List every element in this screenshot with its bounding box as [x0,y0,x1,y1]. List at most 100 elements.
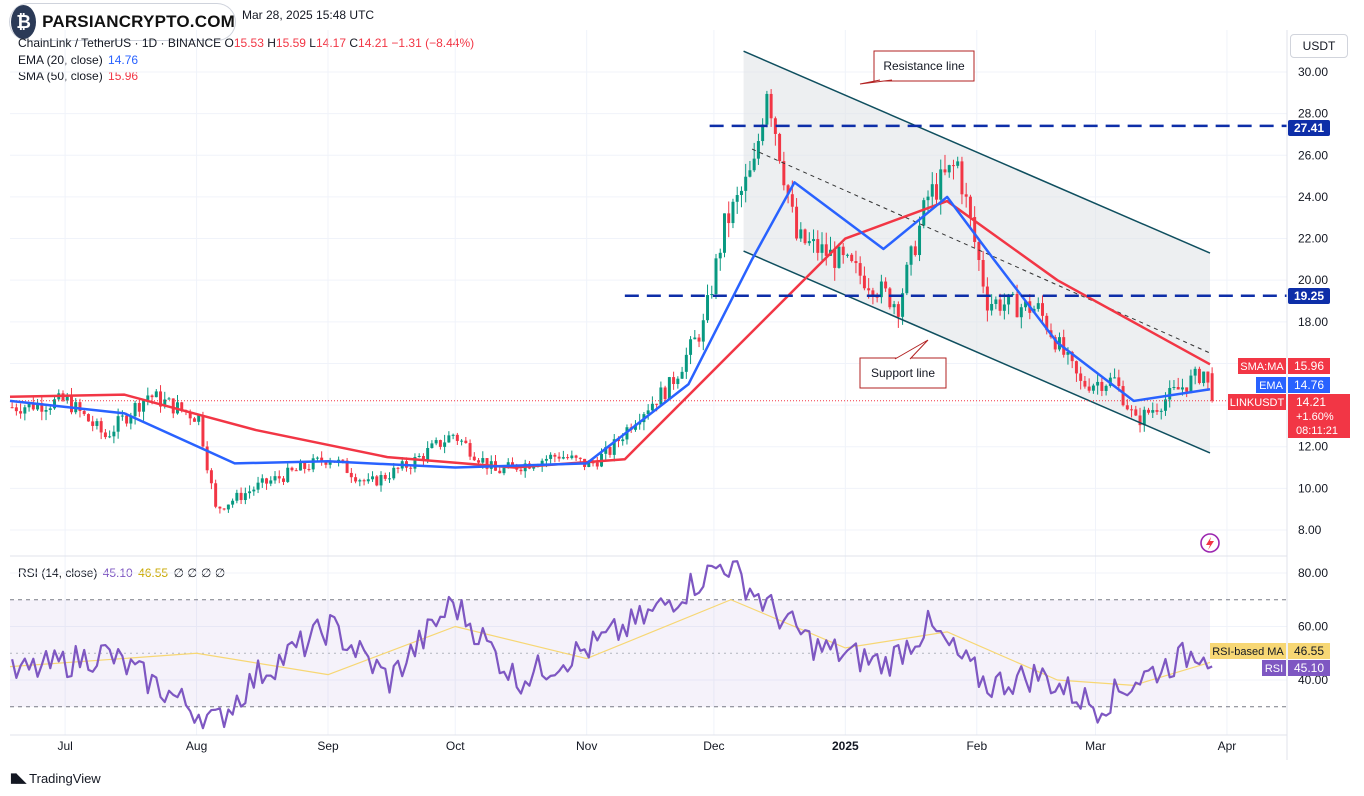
candle-body [434,440,438,444]
time-tick-label: Mar [1085,739,1106,753]
candle-body [888,288,892,308]
channel-midline [751,148,1211,354]
candle-body [977,241,981,261]
candle-body [120,415,124,417]
parsiancrypto-logo: ₿ PARSIANCRYPTO.COM [10,4,235,40]
tradingview-label: TradingView [29,770,101,786]
candle-body [587,462,591,467]
currency-button[interactable]: USDT [1290,34,1348,58]
candle-body [413,457,417,469]
candle-body [1125,405,1129,410]
rsi-lines [9,560,1287,730]
candle-body [1087,386,1091,391]
candle-body [1019,307,1023,318]
candle-body [884,281,888,289]
time-tick-label: Apr [1218,739,1237,753]
candle-body [438,440,442,447]
tradingview-brand[interactable]: ▮◣ TradingView [10,770,101,786]
time-tick-label: Feb [966,739,987,753]
candle-body [578,457,582,459]
sma50-line [9,199,1211,469]
candle-body [1074,361,1078,374]
candle-body [307,468,311,470]
candles [10,89,1214,514]
candle-body [710,294,714,296]
bitcoin-icon: ₿ [11,5,37,39]
ohlc-high-label: H [267,36,276,50]
price-tick-label: 10.00 [1298,481,1328,495]
time-tick-label: Dec [703,739,724,753]
ohlc-open-label: O [224,36,234,50]
price-tick-label: 24.00 [1298,190,1328,204]
candle-body [1159,410,1163,412]
candle-body [773,118,777,134]
candle-body [290,467,294,471]
price-tick-label: 22.00 [1298,232,1328,246]
candle-body [1185,387,1189,392]
candle-body [858,263,862,276]
ema-legend[interactable]: EMA (20, close) 14.76 [18,53,138,67]
candle-body [464,440,468,444]
support-callout: Support line [859,339,947,389]
candle-body [621,439,625,442]
candle-body [362,480,366,482]
candle-body [735,195,739,202]
candle-body [990,303,994,311]
candle-body [345,460,349,473]
candle-body [519,469,523,472]
candle-body [235,492,239,501]
resistance-line [743,50,1211,254]
ohlc-change: −1.31 (−8.44%) [391,36,475,50]
candle-body [1134,409,1138,416]
candle-body [303,462,307,469]
candle-body [171,398,175,414]
candle-body [485,458,489,469]
candle-body [845,254,849,256]
candle-body [947,165,951,173]
candle-body [650,403,654,411]
candle-body [298,462,302,471]
candle-body [1011,294,1015,296]
level-mid-badge: 19.25 [1288,288,1330,304]
resistance-callout: Resistance line [859,50,975,85]
candle-body [935,184,938,200]
ema-legend-value: 14.76 [108,53,139,67]
candle-body [320,457,324,462]
candle-body [99,421,103,433]
candle-body [824,244,828,256]
candle-body [862,275,866,289]
candle-body [48,408,52,411]
candle-body [981,260,985,287]
candle-body [786,185,790,195]
candle-body [443,442,447,447]
last-badge-pct: +1.60% [1296,411,1334,423]
candle-body [379,475,383,486]
sma-badge-value: 15.96 [1294,359,1324,373]
rsi-line [11,560,1213,730]
ema-legend-label: EMA (20, close) [18,53,103,67]
candle-body [286,467,290,482]
candle-body [756,141,760,159]
ema20-line [9,181,1211,469]
candle-body [231,500,235,505]
candle-body [782,161,786,186]
flash-icon[interactable] [1200,533,1220,553]
indicator-lines [9,50,1287,469]
candle-body [218,506,222,509]
ema-badge-value: 14.76 [1294,378,1324,392]
level-top-badge: 27.41 [1288,120,1330,136]
candle-body [684,354,688,372]
candle-body [269,480,273,484]
candle-body [498,470,502,474]
price-tick-label: 12.00 [1298,440,1328,454]
candle-body [1176,387,1180,390]
time-tick-label: Sep [317,739,339,753]
candle-body [371,476,375,480]
candle-body [943,169,947,173]
candle-body [447,435,451,443]
candle-body [841,246,845,256]
candle-body [19,411,23,414]
candle-body [557,456,561,459]
candle-body [421,455,425,460]
